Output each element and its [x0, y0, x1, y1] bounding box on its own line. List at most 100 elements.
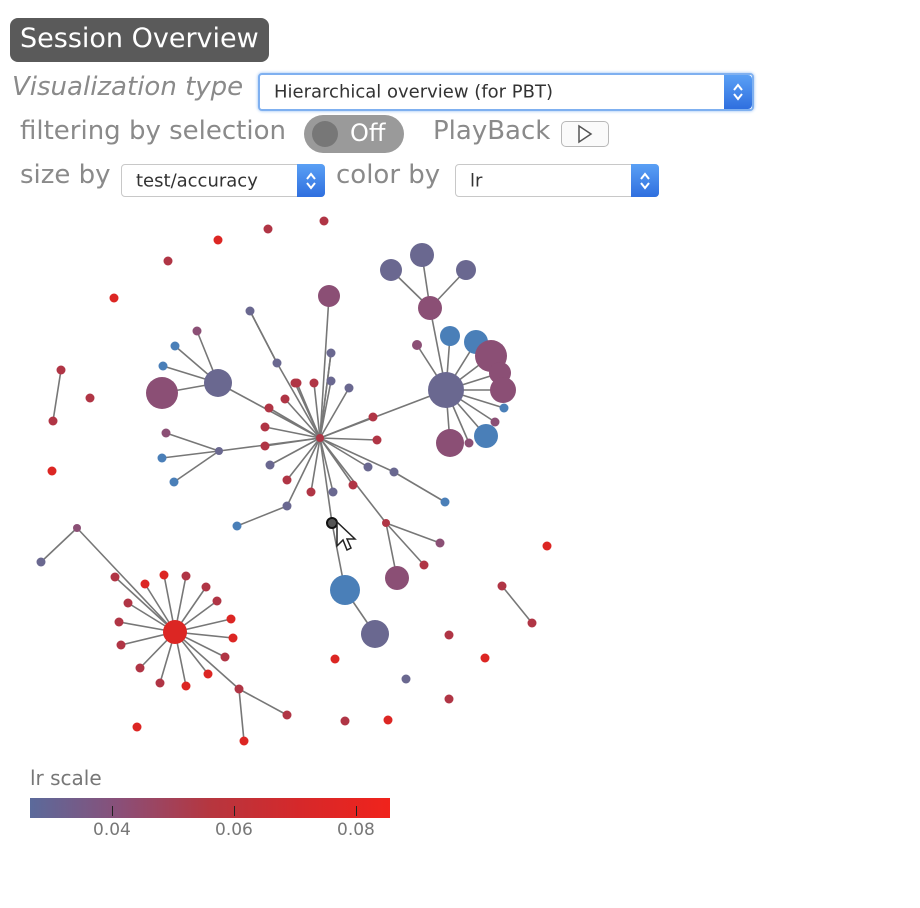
- session-node[interactable]: [328, 487, 338, 497]
- filter-toggle[interactable]: Off: [304, 115, 404, 153]
- session-node[interactable]: [368, 412, 378, 422]
- session-node[interactable]: [318, 285, 340, 307]
- session-node[interactable]: [309, 378, 319, 388]
- session-node[interactable]: [232, 521, 242, 531]
- session-node[interactable]: [228, 633, 238, 643]
- session-node[interactable]: [490, 417, 500, 427]
- session-node[interactable]: [170, 341, 180, 351]
- session-node[interactable]: [380, 259, 402, 281]
- session-node[interactable]: [245, 306, 255, 316]
- size-by-select[interactable]: test/accuracy: [121, 164, 325, 197]
- session-node[interactable]: [123, 598, 133, 608]
- session-node[interactable]: [418, 296, 442, 320]
- session-node[interactable]: [159, 570, 169, 580]
- session-node[interactable]: [326, 376, 336, 386]
- session-node[interactable]: [260, 441, 270, 451]
- session-node[interactable]: [456, 260, 476, 280]
- session-node[interactable]: [110, 572, 120, 582]
- session-node[interactable]: [419, 560, 429, 570]
- session-node[interactable]: [290, 378, 300, 388]
- session-node[interactable]: [361, 620, 389, 648]
- session-node[interactable]: [201, 582, 211, 592]
- session-node[interactable]: [114, 617, 124, 627]
- session-node[interactable]: [157, 453, 167, 463]
- session-node[interactable]: [226, 614, 236, 624]
- session-node[interactable]: [444, 630, 454, 640]
- session-node[interactable]: [192, 326, 202, 336]
- session-node[interactable]: [116, 640, 126, 650]
- session-node[interactable]: [306, 487, 316, 497]
- session-node[interactable]: [56, 365, 66, 375]
- session-node[interactable]: [140, 579, 150, 589]
- hierarchy-graph[interactable]: [0, 200, 600, 760]
- session-node[interactable]: [319, 216, 329, 226]
- session-node[interactable]: [497, 581, 507, 591]
- session-node[interactable]: [220, 652, 230, 662]
- session-node[interactable]: [212, 596, 222, 606]
- session-node[interactable]: [132, 722, 142, 732]
- session-node[interactable]: [389, 467, 399, 477]
- session-node[interactable]: [73, 524, 81, 532]
- session-node[interactable]: [169, 477, 179, 487]
- session-node[interactable]: [215, 447, 223, 455]
- session-node[interactable]: [239, 736, 249, 746]
- session-node[interactable]: [444, 694, 454, 704]
- session-node[interactable]: [412, 340, 422, 350]
- session-node[interactable]: [161, 428, 171, 438]
- session-node[interactable]: [265, 460, 275, 470]
- session-node[interactable]: [490, 377, 516, 403]
- session-node[interactable]: [330, 654, 340, 664]
- session-node[interactable]: [280, 394, 290, 404]
- session-node[interactable]: [181, 681, 191, 691]
- session-node[interactable]: [203, 669, 213, 679]
- session-node[interactable]: [435, 538, 445, 548]
- session-node[interactable]: [372, 435, 382, 445]
- session-node[interactable]: [527, 618, 537, 628]
- session-node[interactable]: [340, 716, 350, 726]
- session-node[interactable]: [36, 557, 46, 567]
- session-node[interactable]: [464, 438, 474, 448]
- session-node[interactable]: [282, 501, 292, 511]
- session-node[interactable]: [282, 710, 292, 720]
- session-node[interactable]: [163, 256, 173, 266]
- session-node[interactable]: [383, 715, 393, 725]
- playback-button[interactable]: [561, 121, 609, 147]
- session-node[interactable]: [499, 403, 509, 413]
- session-node[interactable]: [163, 620, 187, 644]
- session-node[interactable]: [474, 424, 498, 448]
- session-node[interactable]: [48, 416, 58, 426]
- session-node[interactable]: [234, 684, 244, 694]
- session-node[interactable]: [213, 235, 223, 245]
- session-node[interactable]: [330, 575, 360, 605]
- session-node[interactable]: [385, 566, 409, 590]
- session-node[interactable]: [542, 541, 552, 551]
- session-node[interactable]: [47, 466, 57, 476]
- session-node[interactable]: [263, 224, 273, 234]
- session-node[interactable]: [109, 293, 119, 303]
- session-node[interactable]: [260, 422, 270, 432]
- session-node[interactable]: [440, 326, 460, 346]
- session-node[interactable]: [316, 434, 324, 442]
- session-node[interactable]: [436, 429, 464, 457]
- session-node[interactable]: [382, 519, 390, 527]
- session-node[interactable]: [135, 663, 145, 673]
- session-node[interactable]: [85, 393, 95, 403]
- session-node[interactable]: [401, 674, 411, 684]
- session-node[interactable]: [181, 571, 191, 581]
- session-node[interactable]: [428, 372, 464, 408]
- session-node[interactable]: [272, 358, 282, 368]
- session-node[interactable]: [158, 361, 168, 371]
- visualization-type-select[interactable]: Hierarchical overview (for PBT): [258, 73, 754, 111]
- session-node[interactable]: [282, 475, 292, 485]
- session-node[interactable]: [326, 348, 336, 358]
- session-node[interactable]: [344, 383, 354, 393]
- session-node[interactable]: [155, 678, 165, 688]
- session-node[interactable]: [363, 462, 373, 472]
- session-node[interactable]: [264, 403, 274, 413]
- session-node[interactable]: [204, 369, 232, 397]
- color-by-select[interactable]: lr: [455, 164, 659, 197]
- session-node[interactable]: [348, 480, 358, 490]
- session-node[interactable]: [440, 497, 450, 507]
- session-node[interactable]: [146, 377, 178, 409]
- session-node[interactable]: [480, 653, 490, 663]
